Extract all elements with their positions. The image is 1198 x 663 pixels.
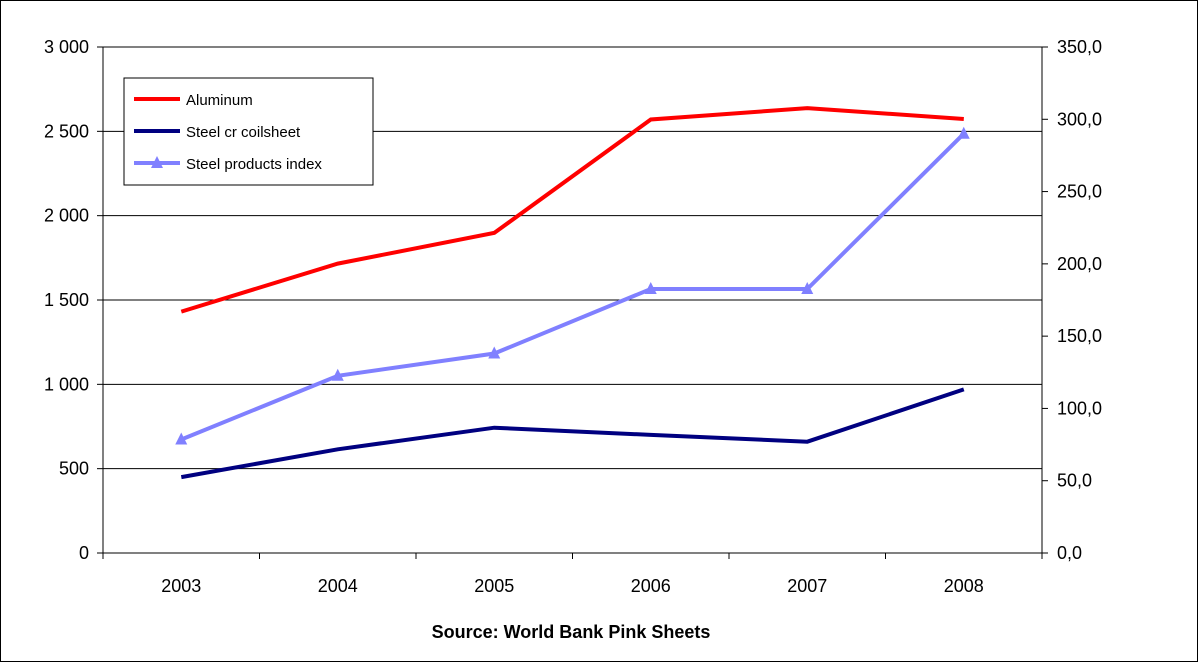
x-tick-label: 2006 [631,576,671,596]
data-point-marker [644,282,657,295]
series-line-steel-cr-coilsheet [180,387,965,480]
series-line-aluminum [180,106,964,314]
x-tick-label: 2005 [474,576,514,596]
left-tick-label: 0 [79,543,89,563]
left-tick-label: 1 500 [44,290,89,310]
x-axis-title: Source: World Bank Pink Sheets [432,622,711,642]
right-tick-label: 50,0 [1057,471,1092,491]
series-lines [175,106,970,480]
right-tick-label: 300,0 [1057,109,1102,129]
right-tick-label: 200,0 [1057,254,1102,274]
right-axis-tick-labels: 0,0 50,0 100,0 150,0 200,0 250,0 300,0 350,0 [1057,37,1102,563]
left-axis-tick-labels: 0 500 1 000 1 500 2 000 2 500 3 000 [44,37,89,563]
data-point-marker [175,432,188,445]
left-tick-label: 3 000 [44,37,89,57]
data-point-marker [331,368,344,381]
left-tick-label: 2 500 [44,121,89,141]
x-tick-label: 2004 [318,576,358,596]
left-tick-label: 2 000 [44,206,89,226]
series-line-steel-products-index [180,132,966,442]
data-point-marker [801,282,814,295]
right-tick-label: 150,0 [1057,326,1102,346]
right-tick-label: 100,0 [1057,398,1102,418]
right-tick-label: 250,0 [1057,182,1102,202]
legend-label: Steel cr coilsheet [186,124,301,141]
legend: Aluminum Steel cr coilsheet Steel products… [123,77,374,186]
data-point-marker [488,346,501,359]
x-axis-tick-labels: 2003 2004 2005 2006 2007 2008 [161,576,984,596]
legend-marker [151,156,163,168]
right-tick-label: 350,0 [1057,37,1102,57]
x-tick-label: 2007 [787,576,827,596]
legend-label: Steel products index [186,156,322,173]
x-tick-label: 2008 [944,576,984,596]
legend-label: Aluminum [186,92,253,109]
right-tick-label: 0,0 [1057,543,1082,563]
axes [97,46,1048,559]
x-tick-label: 2003 [161,576,201,596]
left-tick-label: 500 [59,459,89,479]
data-point-marker [957,126,970,139]
left-tick-label: 1 000 [44,374,89,394]
